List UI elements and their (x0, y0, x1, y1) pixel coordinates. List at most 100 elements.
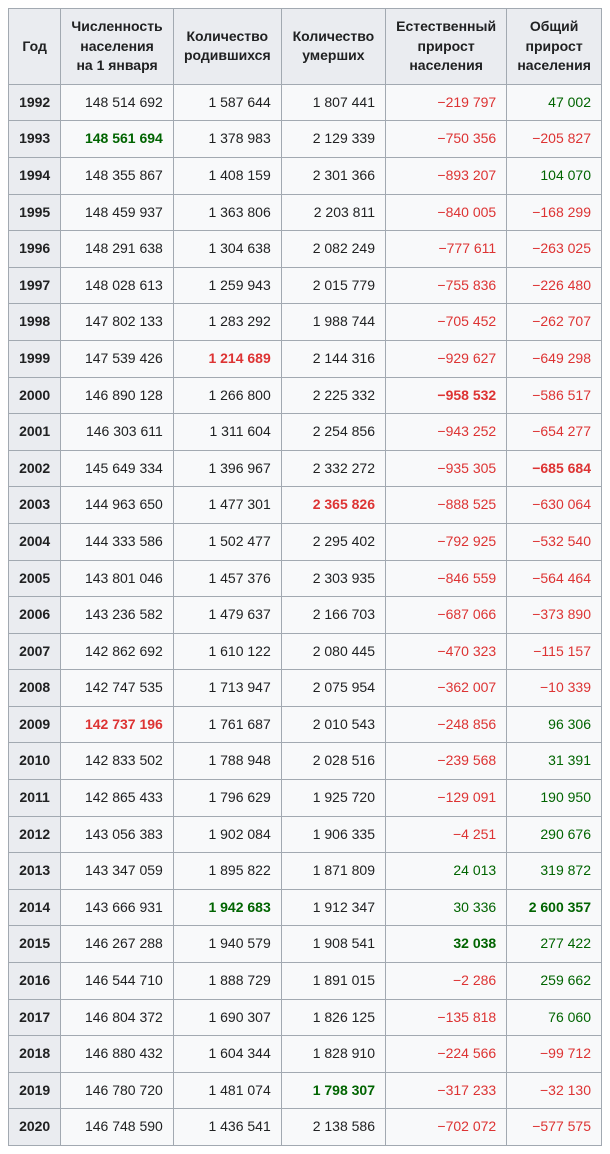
pop-cell: 142 862 692 (61, 633, 174, 670)
nat-cell: −248 856 (386, 706, 507, 743)
births-cell: 1 266 800 (173, 377, 281, 414)
pop-cell: 146 780 720 (61, 1072, 174, 1109)
deaths-cell: 2 080 445 (281, 633, 385, 670)
year-cell: 2010 (9, 743, 61, 780)
tot-cell: 290 676 (507, 816, 602, 853)
table-row: 2004144 333 5861 502 4772 295 402−792 92… (9, 523, 602, 560)
pop-cell: 146 748 590 (61, 1109, 174, 1146)
pop-cell: 147 802 133 (61, 304, 174, 341)
year-cell: 2004 (9, 523, 61, 560)
tot-cell: 190 950 (507, 780, 602, 817)
pop-cell: 143 056 383 (61, 816, 174, 853)
pop-cell: 148 459 937 (61, 194, 174, 231)
tot-cell: 47 002 (507, 84, 602, 121)
table-row: 2001146 303 6111 311 6042 254 856−943 25… (9, 414, 602, 451)
deaths-cell: 2 332 272 (281, 450, 385, 487)
births-cell: 1 902 084 (173, 816, 281, 853)
year-cell: 2009 (9, 706, 61, 743)
table-row: 2000146 890 1281 266 8002 225 332−958 53… (9, 377, 602, 414)
deaths-cell: 2 138 586 (281, 1109, 385, 1146)
year-cell: 2019 (9, 1072, 61, 1109)
pop-cell: 143 236 582 (61, 597, 174, 634)
births-cell: 1 481 074 (173, 1072, 281, 1109)
deaths-cell: 2 203 811 (281, 194, 385, 231)
births-cell: 1 895 822 (173, 853, 281, 890)
births-cell: 1 477 301 (173, 487, 281, 524)
table-row: 2010142 833 5021 788 9482 028 516−239 56… (9, 743, 602, 780)
tot-cell: 319 872 (507, 853, 602, 890)
year-cell: 1999 (9, 340, 61, 377)
year-cell: 2007 (9, 633, 61, 670)
population-table: ГодЧисленность населения на 1 январяКоли… (8, 8, 602, 1146)
nat-cell: −893 207 (386, 157, 507, 194)
nat-cell: −777 611 (386, 231, 507, 268)
pop-cell: 144 963 650 (61, 487, 174, 524)
table-row: 2013143 347 0591 895 8221 871 80924 0133… (9, 853, 602, 890)
nat-cell: −4 251 (386, 816, 507, 853)
tot-cell: −168 299 (507, 194, 602, 231)
table-row: 1999147 539 4261 214 6892 144 316−929 62… (9, 340, 602, 377)
table-row: 1996148 291 6381 304 6382 082 249−777 61… (9, 231, 602, 268)
table-row: 1994148 355 8671 408 1592 301 366−893 20… (9, 157, 602, 194)
pop-cell: 148 291 638 (61, 231, 174, 268)
table-row: 2009142 737 1961 761 6872 010 543−248 85… (9, 706, 602, 743)
table-row: 2005143 801 0461 457 3762 303 935−846 55… (9, 560, 602, 597)
deaths-cell: 1 798 307 (281, 1072, 385, 1109)
pop-cell: 142 747 535 (61, 670, 174, 707)
tot-cell: −649 298 (507, 340, 602, 377)
births-cell: 1 940 579 (173, 926, 281, 963)
deaths-cell: 1 807 441 (281, 84, 385, 121)
tot-cell: −205 827 (507, 121, 602, 158)
pop-cell: 148 514 692 (61, 84, 174, 121)
deaths-cell: 2 166 703 (281, 597, 385, 634)
year-cell: 1992 (9, 84, 61, 121)
year-cell: 2003 (9, 487, 61, 524)
births-cell: 1 311 604 (173, 414, 281, 451)
deaths-cell: 1 988 744 (281, 304, 385, 341)
nat-cell: −129 091 (386, 780, 507, 817)
year-cell: 1998 (9, 304, 61, 341)
deaths-cell: 2 015 779 (281, 267, 385, 304)
births-cell: 1 604 344 (173, 1036, 281, 1073)
nat-cell: −888 525 (386, 487, 507, 524)
col-header-4: Естественный прирост населения (386, 9, 507, 85)
year-cell: 2008 (9, 670, 61, 707)
table-row: 2008142 747 5351 713 9472 075 954−362 00… (9, 670, 602, 707)
deaths-cell: 2 295 402 (281, 523, 385, 560)
nat-cell: −702 072 (386, 1109, 507, 1146)
deaths-cell: 2 028 516 (281, 743, 385, 780)
nat-cell: −846 559 (386, 560, 507, 597)
nat-cell: −224 566 (386, 1036, 507, 1073)
year-cell: 2001 (9, 414, 61, 451)
tot-cell: −32 130 (507, 1072, 602, 1109)
tot-cell: 96 306 (507, 706, 602, 743)
table-row: 1992148 514 6921 587 6441 807 441−219 79… (9, 84, 602, 121)
year-cell: 2015 (9, 926, 61, 963)
tot-cell: 31 391 (507, 743, 602, 780)
pop-cell: 148 561 694 (61, 121, 174, 158)
deaths-cell: 1 925 720 (281, 780, 385, 817)
deaths-cell: 1 828 910 (281, 1036, 385, 1073)
pop-cell: 143 801 046 (61, 560, 174, 597)
deaths-cell: 2 082 249 (281, 231, 385, 268)
deaths-cell: 1 826 125 (281, 999, 385, 1036)
births-cell: 1 942 683 (173, 889, 281, 926)
year-cell: 2017 (9, 999, 61, 1036)
year-cell: 1995 (9, 194, 61, 231)
nat-cell: −935 305 (386, 450, 507, 487)
tot-cell: −10 339 (507, 670, 602, 707)
tot-cell: 104 070 (507, 157, 602, 194)
table-body: 1992148 514 6921 587 6441 807 441−219 79… (9, 84, 602, 1145)
births-cell: 1 408 159 (173, 157, 281, 194)
births-cell: 1 888 729 (173, 963, 281, 1000)
births-cell: 1 396 967 (173, 450, 281, 487)
table-row: 2017146 804 3721 690 3071 826 125−135 81… (9, 999, 602, 1036)
table-row: 2014143 666 9311 942 6831 912 34730 3362… (9, 889, 602, 926)
year-cell: 2006 (9, 597, 61, 634)
tot-cell: −532 540 (507, 523, 602, 560)
tot-cell: 76 060 (507, 999, 602, 1036)
births-cell: 1 304 638 (173, 231, 281, 268)
table-row: 2003144 963 6501 477 3012 365 826−888 52… (9, 487, 602, 524)
nat-cell: −840 005 (386, 194, 507, 231)
year-cell: 1997 (9, 267, 61, 304)
